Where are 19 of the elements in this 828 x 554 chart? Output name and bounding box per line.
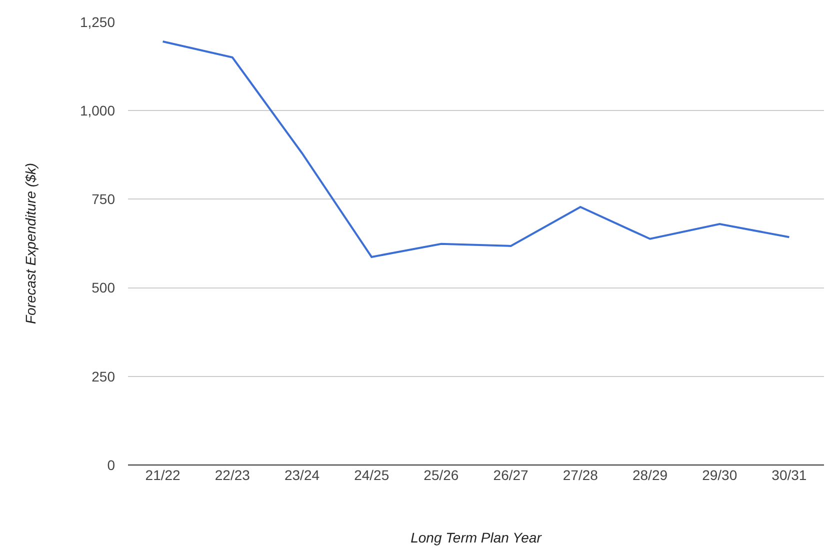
y-tick-label: 750 <box>92 191 116 208</box>
x-tick-label: 25/26 <box>424 467 459 483</box>
x-tick-label: 30/31 <box>772 467 807 483</box>
x-tick-label: 28/29 <box>632 467 668 483</box>
x-tick-label: 29/30 <box>702 467 738 483</box>
y-tick-label: 1,250 <box>80 14 116 30</box>
y-tick-label: 250 <box>92 368 116 384</box>
x-axis-title: Long Term Plan Year <box>410 529 543 546</box>
x-tick-label: 23/24 <box>284 467 320 483</box>
x-tick-label: 21/22 <box>145 467 181 483</box>
y-tick-label: 0 <box>107 456 116 473</box>
y-tick-label: 1,000 <box>80 102 116 118</box>
x-tick-label: 24/25 <box>354 467 390 483</box>
x-tick-label: 22/23 <box>214 467 250 483</box>
x-tick-label: 26/27 <box>493 467 529 483</box>
x-tick-label: 27/28 <box>562 467 598 483</box>
y-tick-label: 500 <box>92 280 116 296</box>
y-axis-title: Forecast Expenditure ($k) <box>22 162 39 324</box>
line-series <box>162 40 790 258</box>
